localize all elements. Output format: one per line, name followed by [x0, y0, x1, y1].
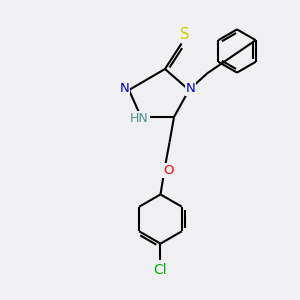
Text: N: N [120, 82, 129, 95]
Text: HN: HN [130, 112, 149, 125]
Text: O: O [163, 164, 174, 177]
Text: Cl: Cl [154, 263, 167, 277]
Text: N: N [186, 82, 195, 95]
Text: S: S [180, 27, 189, 42]
